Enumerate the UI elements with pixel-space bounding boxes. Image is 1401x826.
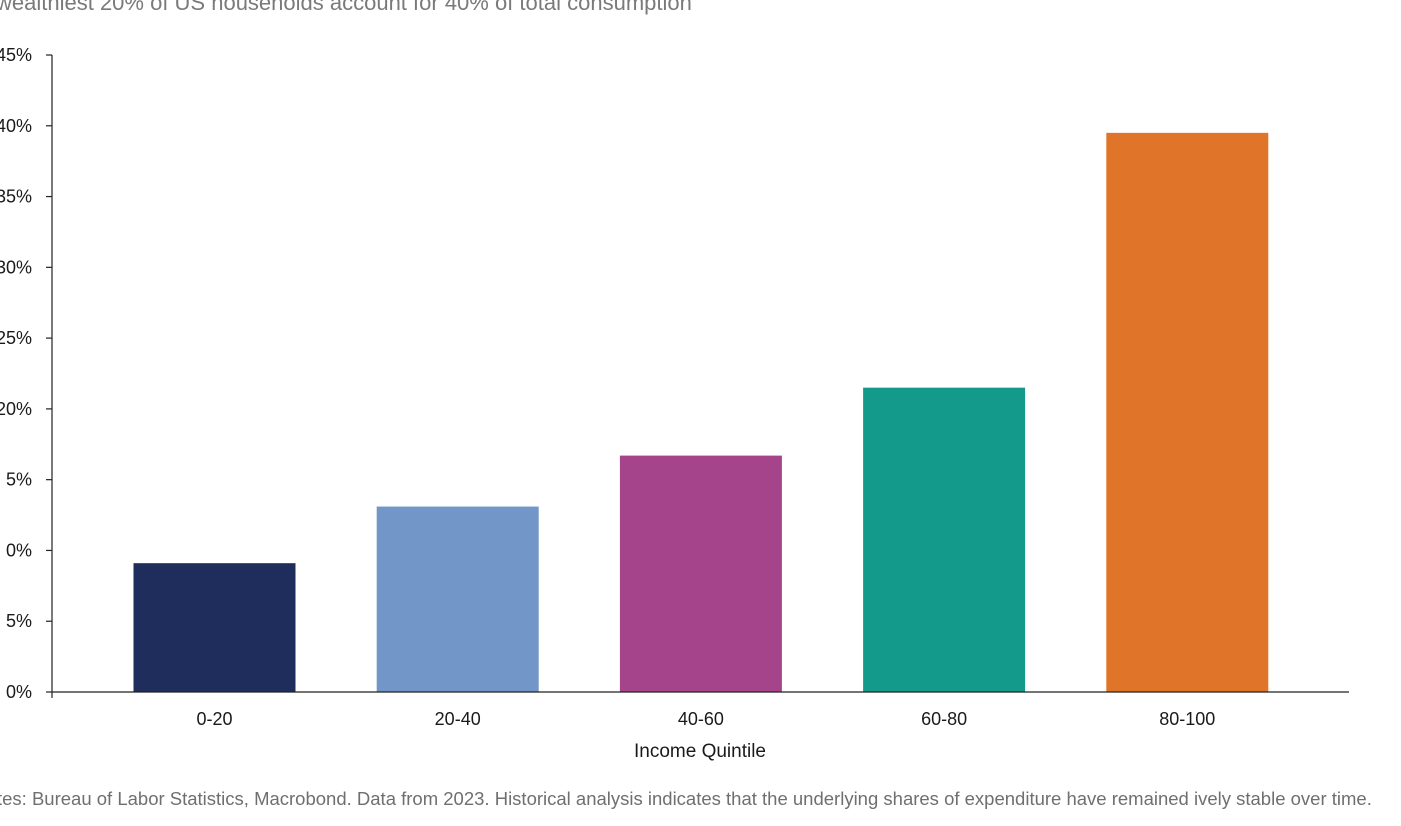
x-tick-label: 60-80	[921, 709, 967, 729]
x-tick-label: 80-100	[1159, 709, 1215, 729]
y-tick-label: 5%	[6, 470, 32, 490]
y-tick-label: 35%	[0, 187, 32, 207]
bar-80-100	[1106, 132, 1269, 692]
y-tick-label: 25%	[0, 328, 32, 348]
y-tick-label: 40%	[0, 116, 32, 136]
x-tick-label: 20-40	[435, 709, 481, 729]
y-axis: 0% 5% 0% 5% 20% 25% 30% 35% 40% 45%	[0, 45, 53, 702]
bar-20-40	[376, 506, 539, 692]
y-tick-label: 0%	[6, 540, 32, 560]
y-tick-label: 30%	[0, 257, 32, 277]
y-tick-label: 0%	[6, 682, 32, 702]
x-axis: 0-20 20-40 40-60 60-80 80-100	[52, 691, 1349, 729]
source-note: tes: Bureau of Labor Statistics, Macrobo…	[0, 788, 1372, 809]
y-tick-label: 45%	[0, 45, 32, 65]
bars	[133, 132, 1269, 692]
chart-subtitle: wealthiest 20% of US households account …	[0, 0, 692, 15]
bar-40-60	[619, 455, 782, 692]
x-tick-label: 0-20	[196, 709, 232, 729]
bar-60-80	[863, 387, 1026, 692]
y-tick-label: 5%	[6, 611, 32, 631]
x-tick-label: 40-60	[678, 709, 724, 729]
bar-0-20	[133, 563, 296, 692]
y-tick-label: 20%	[0, 399, 32, 419]
x-axis-title: Income Quintile	[634, 741, 766, 762]
